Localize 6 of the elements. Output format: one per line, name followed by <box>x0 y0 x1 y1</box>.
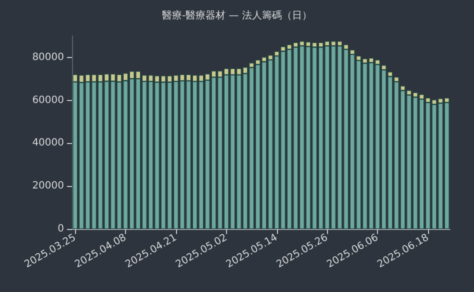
y-tick-label: 80000 <box>32 52 64 63</box>
y-tick-label: 0 <box>58 224 64 234</box>
y-tick-label: 20000 <box>32 180 64 192</box>
y-tick-label: 40000 <box>32 138 64 149</box>
chart-title: 醫療-醫療器材 — 法人籌碼（日） <box>162 10 312 22</box>
y-tick-label: 60000 <box>32 94 64 106</box>
